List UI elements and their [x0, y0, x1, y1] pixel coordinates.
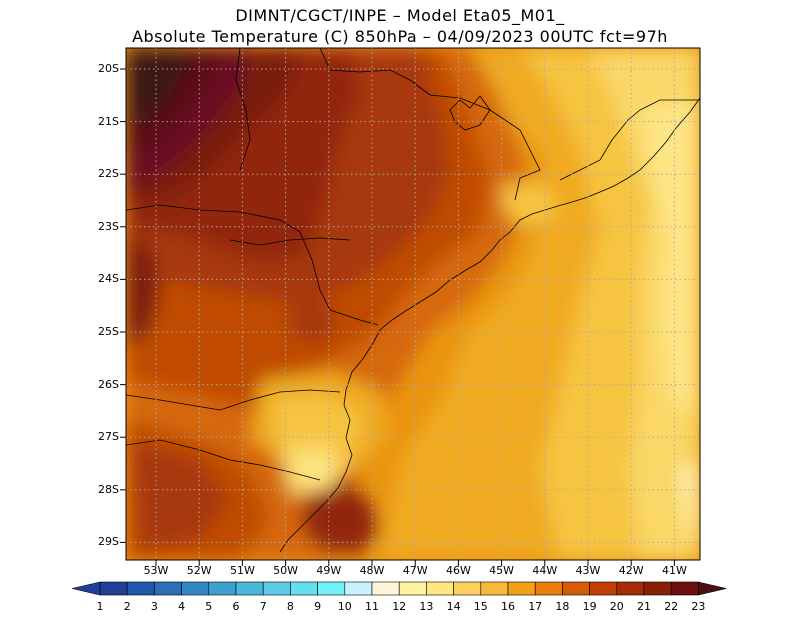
colorbar-label-18: 18 [555, 600, 570, 613]
temperature-contour-25 [126, 48, 190, 130]
colorbar-label-7: 7 [259, 600, 267, 613]
lon-label-42W: 42W [618, 564, 644, 577]
colorbar-swatch [235, 581, 264, 596]
temperature-contour-15 [270, 395, 360, 460]
state-border-parana [126, 204, 379, 326]
graticule [126, 48, 700, 560]
axis-ticks [120, 68, 675, 566]
river-paranapanema [229, 237, 351, 246]
state-border-rs [126, 439, 321, 481]
colorbar-label-16: 16 [501, 600, 515, 613]
colorbar-swatch [643, 581, 672, 596]
state-border-sc [126, 389, 341, 411]
temperature-contour-21 [300, 480, 380, 555]
lon-label-51W: 51W [229, 564, 255, 577]
colorbar-swatch [371, 581, 400, 596]
lat-label-27S: 27S [98, 430, 119, 444]
colorbar-swatch [208, 581, 237, 596]
colorbar-label-17: 17 [528, 600, 543, 613]
lat-label-25S: 25S [98, 325, 119, 338]
colorbar-label-12: 12 [392, 600, 407, 613]
lon-label-48W: 48W [359, 564, 385, 577]
lat-label-20S: 20S [98, 62, 119, 75]
map-title-line-2: Absolute Temperature (C) 850hPa – 04/09/… [132, 27, 668, 46]
coastline [279, 97, 700, 553]
lon-label-45W: 45W [489, 564, 515, 577]
temperature-contour-20 [130, 440, 230, 550]
colorbar-swatch [99, 581, 128, 596]
colorbar-swatch [317, 581, 346, 596]
lon-label-49W: 49W [316, 564, 342, 577]
colorbar-swatch [398, 581, 427, 596]
state-border-rj-es [559, 99, 700, 181]
colorbar-label-5: 5 [205, 600, 213, 613]
lon-label-44W: 44W [532, 564, 558, 577]
lat-label-23S: 23S [98, 219, 119, 233]
colorbar-label-19: 19 [582, 600, 597, 613]
colorbar-swatch [589, 581, 618, 596]
coastline-and-borders [126, 48, 700, 553]
colorbar-label-6: 6 [232, 600, 240, 613]
lat-label-24S: 24S [98, 272, 119, 286]
country-border-west [235, 48, 251, 171]
lon-label-47W: 47W [402, 564, 428, 577]
lat-label-29S: 29S [98, 535, 119, 549]
temperature-contour-22 [126, 230, 160, 350]
colorbar-label-10: 10 [337, 600, 352, 613]
colorbar-swatch [154, 581, 182, 596]
colorbar-label-20: 20 [609, 600, 624, 613]
lon-label-46W: 46W [445, 564, 471, 577]
colorbar-swatch [426, 581, 454, 596]
colorbar-label-22: 22 [664, 600, 679, 613]
colorbar-underflow [71, 581, 101, 596]
colorbar-swatch [262, 581, 291, 596]
lat-label-26S: 26S [98, 377, 119, 391]
lat-label-21S: 21S [98, 114, 119, 128]
colorbar-label-15: 15 [473, 600, 488, 613]
colorbar-label-11: 11 [365, 600, 379, 613]
colorbar [71, 581, 727, 596]
colorbar-label-21: 21 [637, 600, 651, 613]
temperature-contour-12 [680, 460, 700, 540]
colorbar-swatch [181, 581, 210, 596]
colorbar-swatch [344, 581, 373, 596]
colorbar-label-9: 9 [314, 600, 322, 613]
lat-label-22S: 22S [98, 167, 119, 181]
lon-label-43W: 43W [575, 564, 601, 577]
colorbar-swatch [534, 581, 563, 596]
colorbar-swatch [562, 581, 590, 596]
colorbar-swatch [126, 581, 155, 596]
colorbar-label-8: 8 [286, 600, 294, 613]
lon-label-52W: 52W [186, 564, 212, 577]
field-contours [126, 48, 700, 560]
state-border-mg-sp [319, 48, 541, 201]
colorbar-label-3: 3 [150, 600, 158, 613]
map-title-line-1: DIMNT/CGCT/INPE – Model Eta05_M01_ [235, 6, 565, 25]
temperature-contour-13 [640, 100, 700, 420]
temperature-contour-13 [290, 455, 335, 490]
colorbar-label-14: 14 [446, 600, 461, 613]
colorbar-swatch [290, 581, 318, 596]
colorbar-swatch [453, 581, 482, 596]
lat-label-28S: 28S [98, 482, 119, 496]
colorbar-swatch [480, 581, 509, 596]
colorbar-overflow [698, 581, 727, 596]
colorbar-swatch [670, 581, 699, 596]
colorbar-label-4: 4 [178, 600, 186, 613]
temperature-field [126, 48, 700, 560]
colorbar-label-13: 13 [419, 600, 434, 613]
colorbar-label-23: 23 [691, 600, 706, 613]
lon-label-50W: 50W [273, 564, 299, 577]
map-frame [125, 47, 701, 561]
lon-label-41W: 41W [661, 564, 687, 577]
colorbar-label-1: 1 [96, 600, 104, 613]
colorbar-swatch [616, 581, 645, 596]
colorbar-label-2: 2 [123, 600, 131, 613]
lon-label-53W: 53W [143, 564, 169, 577]
colorbar-swatch [507, 581, 536, 596]
